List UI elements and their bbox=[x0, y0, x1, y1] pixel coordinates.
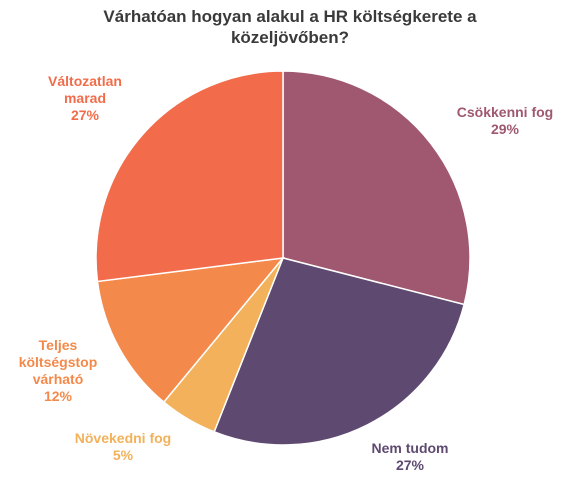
slice-label-value: 12% bbox=[43, 388, 73, 404]
slice-label-value: 29% bbox=[490, 121, 520, 137]
slice-label-name-line-3: várható bbox=[32, 371, 84, 387]
pie-slice-0 bbox=[282, 70, 471, 306]
slice-label-csokkenni-fog: Csökkenni fog 29% bbox=[440, 104, 570, 138]
chart-title-line-2: közeljövőben? bbox=[230, 28, 350, 47]
pie-slice-3 bbox=[96, 257, 285, 404]
slice-label-novekedni-fog: Növekedni fog 5% bbox=[58, 430, 188, 464]
pie-slice-1 bbox=[213, 257, 466, 446]
slice-label-name: Nem tudom bbox=[371, 440, 449, 456]
slice-label-value: 27% bbox=[70, 107, 100, 123]
slice-label-teljes-koltsegstop: Teljes költségstop várható 12% bbox=[2, 337, 114, 405]
slice-label-name-line-2: költségstop bbox=[18, 354, 98, 370]
slice-label-name-line-2: marad bbox=[63, 90, 107, 106]
slice-label-value: 27% bbox=[395, 457, 425, 473]
chart-title-line-1: Várhatóan hogyan alakul a HR költségkere… bbox=[103, 7, 477, 26]
chart-title: Várhatóan hogyan alakul a HR költségkere… bbox=[0, 6, 580, 48]
slice-label-name: Csökkenni fog bbox=[456, 104, 554, 120]
slice-label-name: Növekedni fog bbox=[74, 430, 172, 446]
slice-label-nem-tudom: Nem tudom 27% bbox=[355, 440, 465, 474]
slice-label-value: 5% bbox=[112, 447, 134, 463]
pie-slice-4 bbox=[95, 70, 284, 283]
slice-label-valtozatlan-marad: Változatlan marad 27% bbox=[30, 73, 140, 124]
slice-label-name-line-1: Teljes bbox=[38, 337, 78, 353]
slice-label-name-line-1: Változatlan bbox=[48, 73, 122, 89]
